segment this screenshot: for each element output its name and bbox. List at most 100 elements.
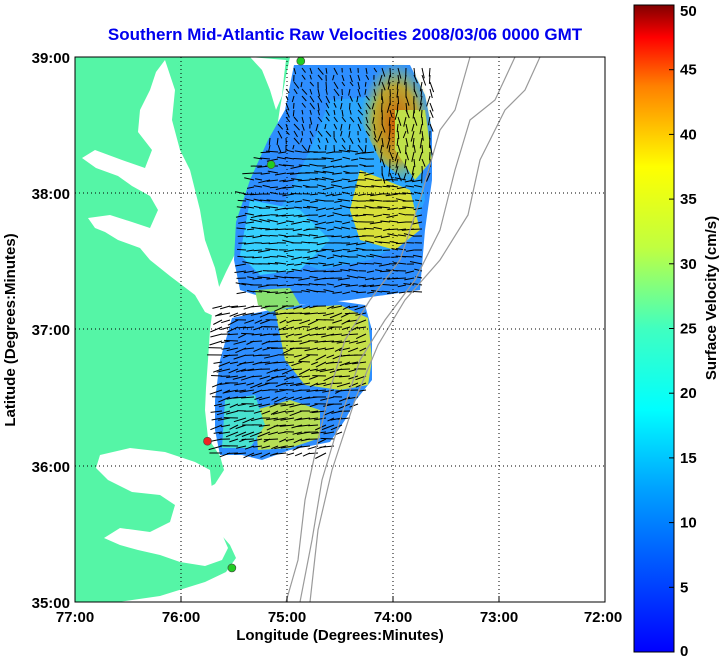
velocity-vector: [349, 116, 355, 123]
velocity-vector: [282, 347, 295, 355]
velocity-vector: [298, 333, 311, 339]
velocity-vector: [267, 170, 279, 174]
velocity-vector: [269, 256, 279, 258]
velocity-vector: [333, 165, 343, 168]
velocity-vector: [327, 305, 335, 310]
velocity-vector: [381, 95, 384, 104]
velocity-vector: [313, 417, 327, 421]
velocity-vector: [286, 319, 295, 324]
velocity-vector: [244, 177, 255, 181]
velocity-vector: [296, 445, 311, 448]
velocity-vector: [311, 361, 319, 366]
velocity-vector: [356, 326, 367, 329]
velocity-vector: [341, 186, 351, 189]
velocity-vector: [218, 403, 231, 408]
velocity-vector: [291, 424, 303, 429]
velocity-vector: [322, 170, 335, 174]
velocity-vector: [298, 164, 311, 167]
velocity-vector: [229, 305, 239, 308]
y-tick-label: 36:00: [32, 459, 70, 476]
velocity-vector: [322, 263, 335, 267]
velocity-vector: [289, 276, 303, 279]
velocity-vector: [333, 88, 340, 97]
velocity-vector: [298, 360, 311, 363]
velocity-vector: [290, 340, 303, 343]
velocity-vector: [381, 81, 386, 91]
velocity-vector: [339, 361, 351, 367]
velocity-vector: [323, 289, 335, 293]
velocity-vector: [421, 144, 424, 154]
velocity-vector: [308, 452, 319, 455]
velocity-vector: [274, 389, 287, 393]
velocity-vector: [210, 326, 223, 333]
velocity-vector: [357, 74, 361, 81]
velocity-vector: [301, 88, 308, 95]
velocity-vector: [340, 102, 343, 110]
velocity-vector: [268, 242, 279, 245]
velocity-vector: [332, 212, 343, 216]
velocity-vector: [404, 277, 415, 281]
velocity-vector: [301, 144, 307, 152]
velocity-vector: [286, 255, 295, 258]
velocity-vector: [388, 116, 391, 126]
velocity-vector: [212, 305, 223, 309]
velocity-vector: [247, 368, 263, 372]
velocity-vector: [397, 228, 407, 231]
velocity-vector: [304, 347, 319, 352]
velocity-vector: [340, 95, 343, 101]
velocity-vector: [299, 340, 311, 345]
velocity-vector: [235, 282, 247, 286]
velocity-vector: [351, 227, 359, 230]
velocity-vector: [345, 361, 359, 365]
velocity-vector: [380, 220, 391, 223]
velocity-vector: [297, 283, 311, 286]
velocity-vector: [299, 312, 311, 315]
velocity-vector: [253, 185, 263, 188]
velocity-vector: [358, 157, 367, 160]
velocity-vector: [233, 354, 247, 360]
velocity-vector: [413, 144, 416, 153]
velocity-vector: [303, 269, 311, 272]
velocity-vector: [242, 417, 255, 424]
velocity-vector: [397, 74, 400, 84]
velocity-vector: [365, 130, 371, 137]
velocity-vector: [296, 417, 311, 421]
velocity-vector: [397, 130, 400, 140]
velocity-vector: [235, 389, 247, 393]
velocity-vector: [382, 284, 391, 286]
velocity-vector: [229, 403, 239, 408]
velocity-vector: [410, 130, 415, 142]
velocity-vector: [381, 290, 391, 293]
velocity-vector: [315, 354, 327, 361]
velocity-vector: [211, 417, 223, 421]
velocity-vector: [315, 326, 327, 330]
velocity-vector: [364, 172, 375, 176]
velocity-vector: [267, 219, 279, 223]
colorbar-tick-label: 45: [680, 62, 697, 79]
velocity-vector: [306, 256, 319, 260]
velocity-vector: [300, 137, 303, 143]
velocity-vector: [246, 186, 255, 189]
velocity-vector: [372, 277, 383, 280]
velocity-vector: [266, 277, 279, 280]
velocity-vector: [331, 235, 343, 238]
velocity-vector: [247, 276, 255, 279]
velocity-vector: [338, 261, 351, 265]
velocity-vector: [329, 312, 343, 319]
velocity-vector: [327, 228, 335, 231]
velocity-vector: [259, 218, 271, 223]
velocity-vector: [374, 179, 383, 181]
velocity-vector: [235, 424, 247, 430]
velocity-vector: [342, 156, 351, 160]
velocity-vector: [253, 249, 263, 252]
velocity-vector: [278, 234, 287, 237]
velocity-vector: [373, 67, 378, 73]
velocity-vector: [229, 361, 239, 365]
velocity-vector: [282, 326, 295, 331]
velocity-vector: [397, 234, 407, 237]
velocity-vector: [323, 431, 335, 435]
velocity-vector: [317, 438, 327, 444]
velocity-vector: [397, 172, 402, 182]
velocity-vector: [273, 452, 287, 455]
